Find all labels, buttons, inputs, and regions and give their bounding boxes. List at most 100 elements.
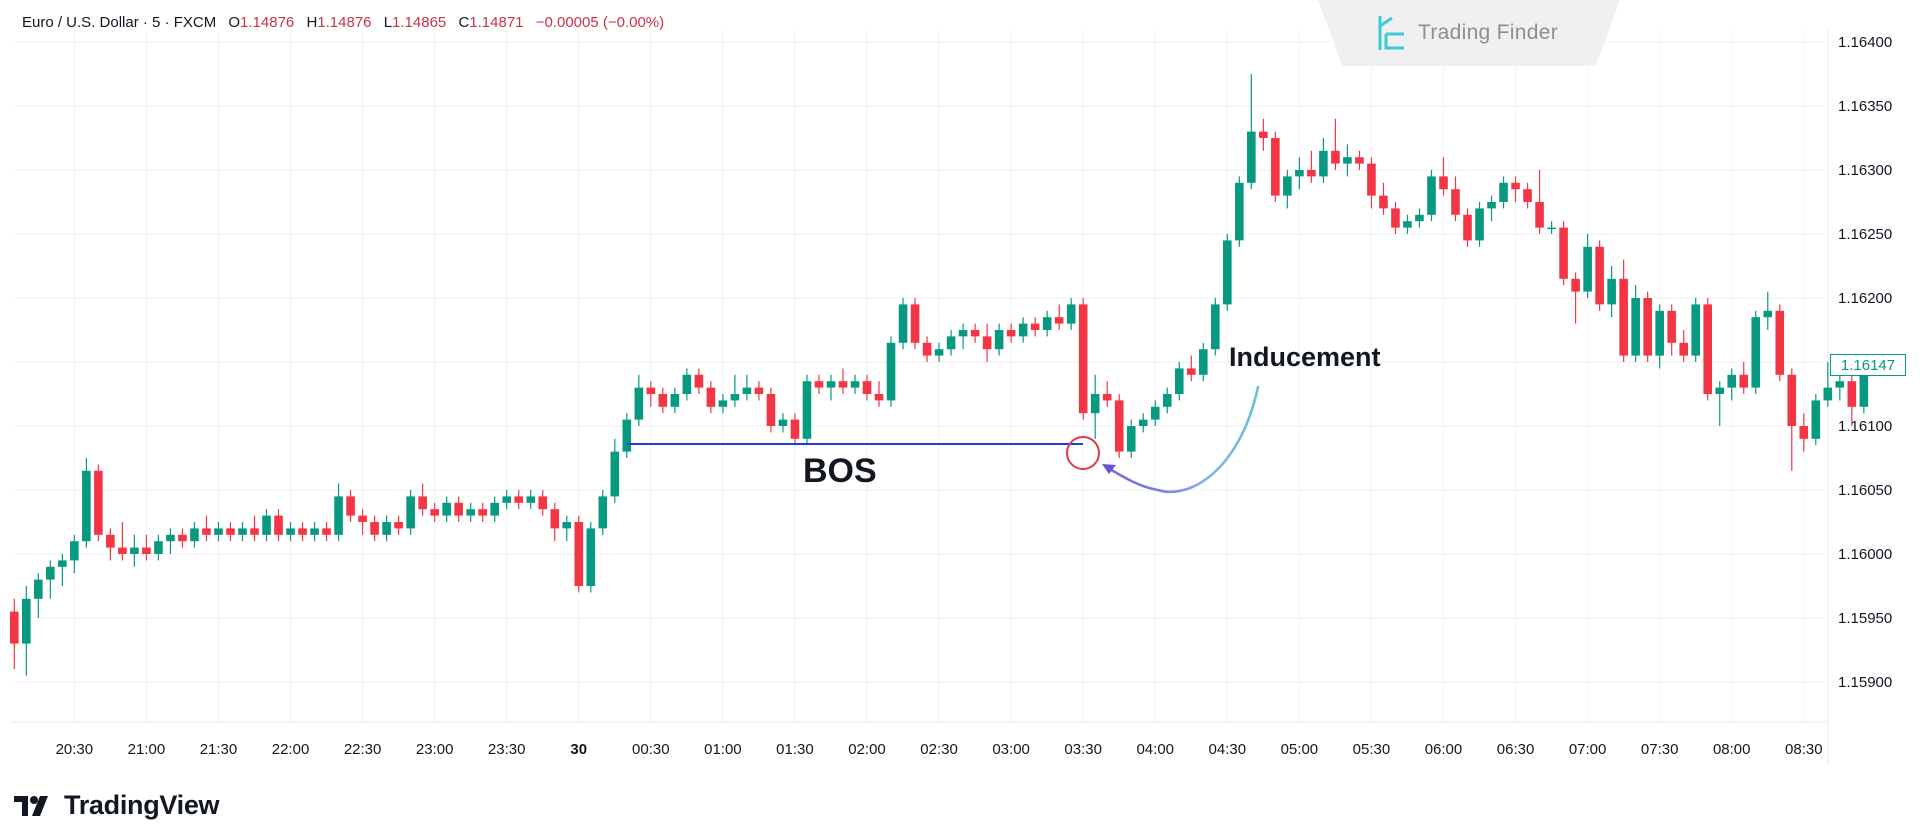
- inducement-circle[interactable]: [1066, 436, 1100, 470]
- candle: [214, 522, 223, 542]
- candle: [1090, 374, 1100, 439]
- tradingview-text: TradingView: [64, 790, 220, 820]
- candle: [142, 534, 151, 561]
- candle-body: [442, 502, 451, 516]
- candle: [1847, 374, 1857, 426]
- candle: [1138, 413, 1148, 433]
- candle-body: [946, 336, 956, 350]
- candle-body: [1235, 182, 1244, 241]
- candle: [1631, 285, 1640, 362]
- candle-body: [934, 349, 944, 356]
- candle-body: [778, 419, 788, 426]
- candle-body: [1823, 387, 1833, 401]
- candle: [1006, 323, 1016, 343]
- candle-body: [358, 515, 367, 522]
- candle-body: [706, 387, 716, 407]
- candle: [1715, 381, 1725, 426]
- trading-finder-watermark: Trading Finder: [1376, 14, 1558, 52]
- candle: [94, 464, 103, 542]
- candle: [370, 515, 379, 542]
- candle: [1018, 317, 1028, 343]
- candle-body: [1198, 349, 1208, 375]
- candle-body: [1667, 310, 1676, 343]
- candle: [178, 528, 187, 548]
- candle-body: [982, 336, 992, 350]
- candle: [790, 413, 800, 446]
- candle: [1643, 291, 1652, 362]
- candle-body: [1259, 131, 1268, 138]
- price-tick-label: 1.15900: [1838, 674, 1892, 691]
- symbol-name[interactable]: Euro / U.S. Dollar · 5 · FXCM: [22, 14, 217, 31]
- candle-body: [190, 528, 199, 542]
- candle-body: [1307, 170, 1316, 177]
- candle-body: [1643, 298, 1652, 356]
- candles: [10, 74, 1869, 676]
- candle: [1379, 182, 1388, 215]
- candle-body: [538, 496, 548, 510]
- candle: [154, 534, 163, 561]
- candle: [310, 522, 319, 542]
- time-tick-label: 08:00: [1713, 741, 1751, 758]
- tradingview-brand[interactable]: TradingView: [14, 790, 220, 821]
- candle: [970, 323, 980, 343]
- candle: [130, 534, 139, 567]
- candle-body: [802, 381, 812, 439]
- candle-body: [1703, 304, 1713, 394]
- candle-body: [682, 374, 692, 394]
- time-tick-label: 00:30: [632, 741, 670, 758]
- price-tick-label: 1.16050: [1838, 482, 1892, 499]
- time-tick-label: 03:30: [1064, 741, 1102, 758]
- candle: [250, 515, 259, 542]
- candle-body: [754, 387, 764, 394]
- candle-body: [622, 419, 632, 452]
- time-axis[interactable]: 20:30 21:00 21:30 22:00 22:30 23:00 23:30 30 00:…: [56, 741, 1823, 758]
- candle-body: [142, 547, 151, 554]
- watermark-text: Trading Finder: [1418, 21, 1558, 44]
- candle: [1391, 202, 1400, 234]
- candle-body: [46, 566, 55, 580]
- time-tick-label: 21:30: [200, 741, 238, 758]
- candle: [478, 502, 487, 522]
- candle-body: [862, 381, 872, 394]
- candle: [694, 368, 704, 394]
- open-value: 1.14876: [240, 14, 295, 31]
- candle: [202, 515, 211, 542]
- time-tick-label: 21:00: [128, 741, 166, 758]
- candle: [1126, 419, 1136, 458]
- candle-body: [994, 330, 1004, 350]
- time-tick-label: 01:30: [776, 741, 814, 758]
- time-tick-label: 23:30: [488, 741, 526, 758]
- candle: [1162, 387, 1172, 414]
- candle-body: [250, 528, 259, 535]
- price-tick-label: 1.16400: [1838, 34, 1892, 51]
- candle-body: [910, 304, 920, 343]
- candle: [778, 413, 788, 433]
- candle: [1703, 298, 1713, 401]
- candle: [22, 586, 31, 676]
- candle: [1751, 310, 1761, 394]
- candle: [1691, 298, 1700, 362]
- price-tick-label: 1.15950: [1838, 610, 1892, 627]
- candle-body: [1691, 304, 1700, 356]
- candle: [1403, 214, 1412, 234]
- candle-body: [490, 502, 499, 516]
- candle-body: [1223, 240, 1232, 305]
- candle: [1535, 170, 1544, 234]
- candle-body: [1355, 157, 1364, 164]
- candle-body: [154, 541, 163, 554]
- candle-body: [418, 496, 427, 510]
- candle-body: [1715, 387, 1725, 394]
- candle-body: [646, 387, 656, 394]
- candle: [898, 298, 908, 350]
- time-tick-label: 20:30: [56, 741, 94, 758]
- time-tick-label: 23:00: [416, 741, 454, 758]
- candle-body: [406, 496, 415, 529]
- candle-body: [526, 496, 536, 503]
- candle: [1042, 310, 1052, 337]
- candle-body: [562, 522, 572, 529]
- candle-body: [274, 515, 283, 535]
- candle: [1319, 138, 1328, 183]
- candle-body: [22, 598, 31, 644]
- candle-body: [298, 528, 307, 535]
